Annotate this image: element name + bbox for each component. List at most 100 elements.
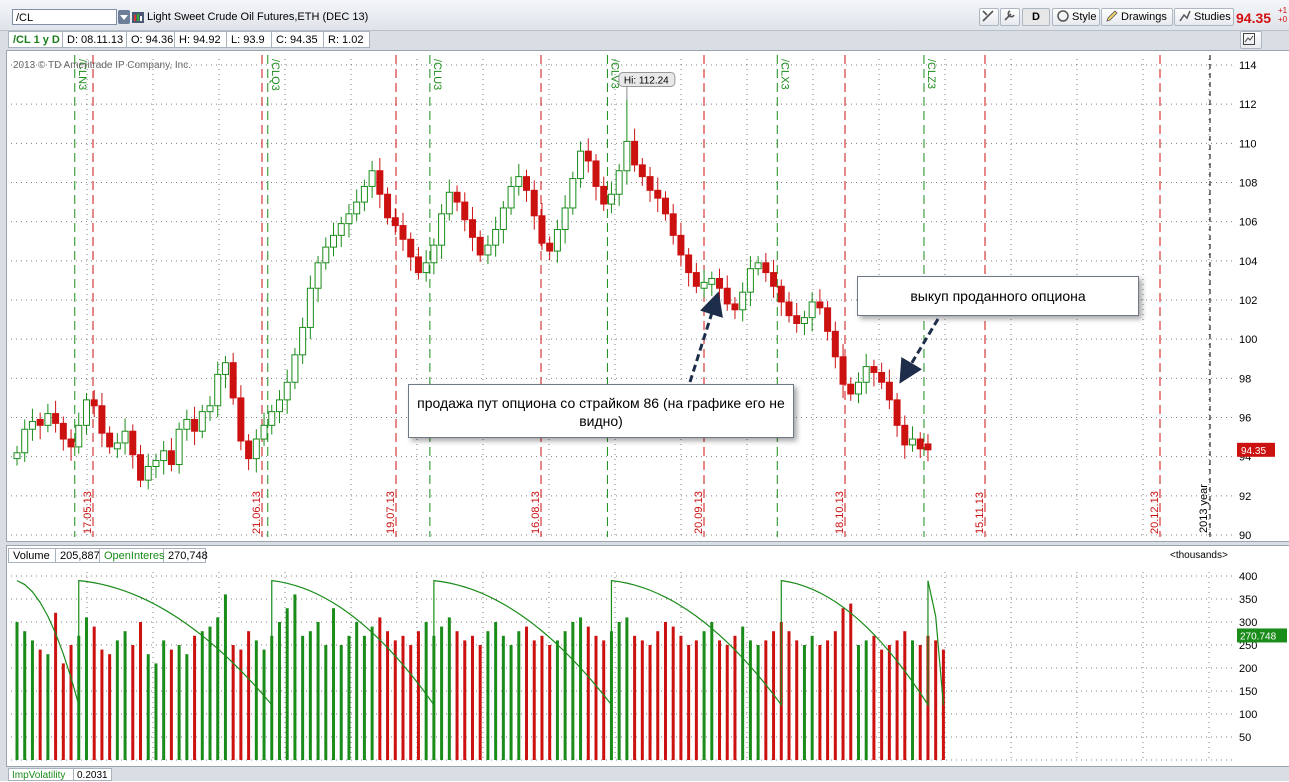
candle-body (98, 405, 106, 434)
settings-tool-button[interactable] (1000, 8, 1020, 26)
volume-bar (640, 640, 644, 760)
volume-bar (470, 635, 474, 760)
candle-body (854, 381, 862, 395)
wrench-icon (1004, 10, 1015, 21)
crosshair-tool-button[interactable] (979, 8, 999, 26)
candle-body (754, 262, 762, 270)
candle-body (360, 185, 368, 203)
studies-button[interactable]: Studies (1174, 8, 1234, 26)
candle-body (800, 317, 808, 324)
volume-bar (679, 635, 683, 760)
candle-body (129, 430, 137, 456)
price-tick-label: 96 (1239, 413, 1251, 425)
candle-body (21, 428, 29, 454)
candle-body (82, 399, 90, 426)
volume-bar (617, 622, 621, 760)
candle-body (52, 413, 60, 424)
impvolatility-label[interactable]: ImpVolatility (8, 768, 74, 781)
candle-body (862, 366, 870, 383)
candle-body (785, 301, 793, 317)
volume-bar (84, 617, 88, 760)
volume-bar (795, 640, 799, 760)
candle-body (546, 242, 554, 252)
high-marker-label: Hi: 112.24 (624, 75, 669, 86)
price-tick-label: 90 (1239, 530, 1251, 541)
volume-bar (324, 645, 328, 760)
volume-bar (409, 645, 413, 760)
candle-body (453, 191, 461, 203)
volume-bar (447, 617, 451, 760)
volume-tick-label: 250 (1239, 640, 1257, 652)
candle-body (623, 140, 631, 172)
volume-bar (378, 617, 382, 760)
volume-bar (301, 635, 305, 760)
volume-tick-label: 50 (1239, 732, 1251, 744)
volume-bar (571, 622, 575, 760)
volume-bar (339, 645, 343, 760)
symbol-input[interactable]: /CL (12, 9, 117, 25)
chart-type-icon (132, 12, 144, 23)
date-label: 20.09.13 (693, 491, 705, 534)
studies-icon (1179, 10, 1191, 22)
candle-body (584, 150, 592, 162)
period-button[interactable]: D (1022, 8, 1050, 26)
candle-body (237, 397, 245, 442)
price-tick-label: 102 (1239, 295, 1257, 307)
candle-body (646, 176, 654, 191)
candle-body (507, 185, 515, 209)
candle-body (685, 254, 693, 274)
volume-bar (440, 626, 444, 760)
volume-bar (285, 608, 289, 760)
volume-bar (370, 626, 374, 760)
candle-body (901, 424, 909, 446)
volume-bar (30, 640, 34, 760)
candle-body (731, 303, 739, 311)
volume-bar (833, 631, 837, 760)
volume-bar (841, 608, 845, 760)
open-interest-value: 270,748 (164, 548, 208, 563)
candle-body (739, 291, 747, 311)
candle-body (669, 213, 677, 236)
chart-symbol-label[interactable]: /CL 1 y D (8, 31, 63, 48)
chart-toolbar: /CL Light Sweet Crude Oil Futures,ETH (D… (0, 0, 1289, 31)
volume-bar (416, 631, 420, 760)
volume-chart[interactable]: 50 100 150 200 250 300 350 400 270.748 (7, 546, 1289, 766)
volume-pane[interactable]: 50 100 150 200 250 300 350 400 270.748 (6, 545, 1289, 767)
volume-bar (169, 649, 173, 760)
volume-bar (139, 622, 143, 760)
volume-units-label: <thousands> (1170, 550, 1228, 561)
callout-sell-put: продажа пут опциона со страйком 86 (на г… (408, 384, 794, 438)
impvolatility-value: 0.2031 (74, 768, 112, 781)
date-label: 18.10.13 (834, 491, 846, 534)
candle-body (870, 366, 878, 373)
candle-body (530, 189, 538, 217)
candle-body (538, 215, 546, 244)
volume-bar (895, 640, 899, 760)
candle-body (75, 424, 83, 448)
volume-bar (401, 635, 405, 760)
candle-body (306, 287, 314, 328)
candle-body (824, 307, 832, 332)
style-icon (1057, 10, 1069, 22)
symbol-dropdown-button[interactable] (118, 10, 130, 24)
volume-bar (108, 654, 112, 760)
drawings-button[interactable]: Drawings (1101, 8, 1173, 26)
price-tick-label: 98 (1239, 373, 1251, 385)
volume-bar (463, 640, 467, 760)
candle-body (523, 176, 531, 191)
candle-body (183, 418, 191, 430)
volume-bar (517, 631, 521, 760)
price-chart[interactable]: 9092949698100102104106108110112114/CLN3/… (7, 51, 1289, 542)
style-label: Style (1072, 11, 1097, 23)
volume-bar (154, 663, 158, 760)
candle-body (492, 229, 500, 246)
volume-bar (92, 626, 96, 760)
candle-body (353, 201, 361, 215)
expiration-label: /CLU3 (431, 59, 443, 90)
maximize-chart-button[interactable] (1240, 31, 1262, 49)
expiration-label: /CLX3 (778, 59, 790, 90)
candle-body (252, 438, 260, 460)
volume-tick-label: 300 (1239, 617, 1257, 629)
style-button[interactable]: Style (1052, 8, 1100, 26)
